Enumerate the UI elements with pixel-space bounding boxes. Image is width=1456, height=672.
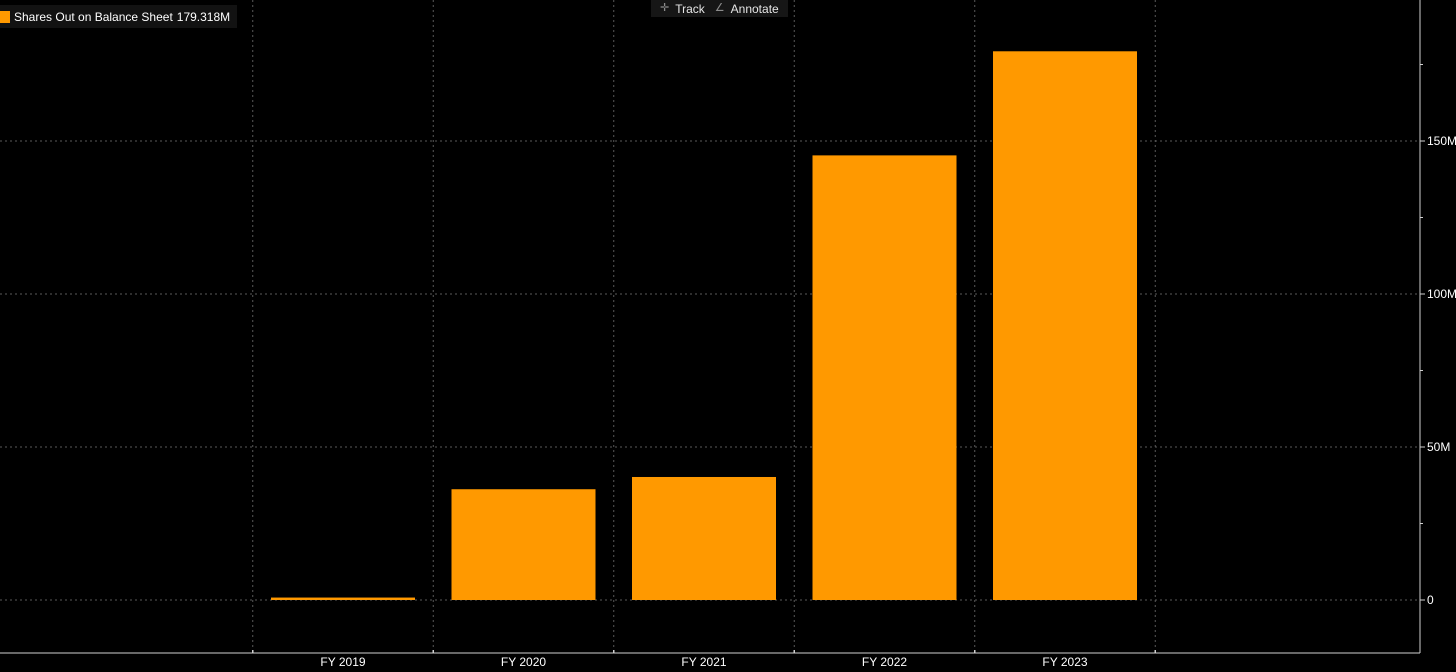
x-tick-label: FY 2019 <box>320 655 365 669</box>
y-tick-label: 0 <box>1427 593 1434 607</box>
track-label: Track <box>675 1 705 16</box>
bar-fy-2021 <box>632 476 776 600</box>
y-tick-label: 50M <box>1427 440 1450 454</box>
legend-series-label: Shares Out on Balance Sheet <box>14 9 173 24</box>
annotate-button[interactable]: ∠ Annotate <box>710 2 784 16</box>
bars <box>271 51 1137 600</box>
grid-lines <box>0 0 1420 653</box>
bar-fy-2019 <box>271 597 415 600</box>
pencil-line-icon: ∠ <box>714 2 725 14</box>
tick-labels: 0 50M 100M 150M FY 2019 FY 2020 FY 2021 FY 2022… <box>320 134 1456 669</box>
x-tick-label: FY 2021 <box>681 655 726 669</box>
legend: Shares Out on Balance Sheet 179.318M <box>0 5 238 28</box>
legend-swatch <box>0 10 10 23</box>
x-tick-label: FY 2020 <box>501 655 546 669</box>
annotate-label: Annotate <box>730 1 779 16</box>
axes <box>0 0 1425 654</box>
track-button[interactable]: ✛ Track <box>655 2 710 16</box>
y-tick-label: 150M <box>1427 134 1456 148</box>
x-tick-label: FY 2023 <box>1042 655 1087 669</box>
bar-fy-2020 <box>451 489 596 600</box>
chart-toolbar: ✛ Track ∠ Annotate <box>651 0 788 17</box>
y-tick-label: 100M <box>1427 287 1456 301</box>
bar-fy-2022 <box>812 155 957 600</box>
bar-fy-2023 <box>993 51 1137 600</box>
crosshair-icon: ✛ <box>660 2 670 14</box>
x-tick-label: FY 2022 <box>862 655 907 669</box>
legend-last-value: 179.318M <box>176 9 231 24</box>
